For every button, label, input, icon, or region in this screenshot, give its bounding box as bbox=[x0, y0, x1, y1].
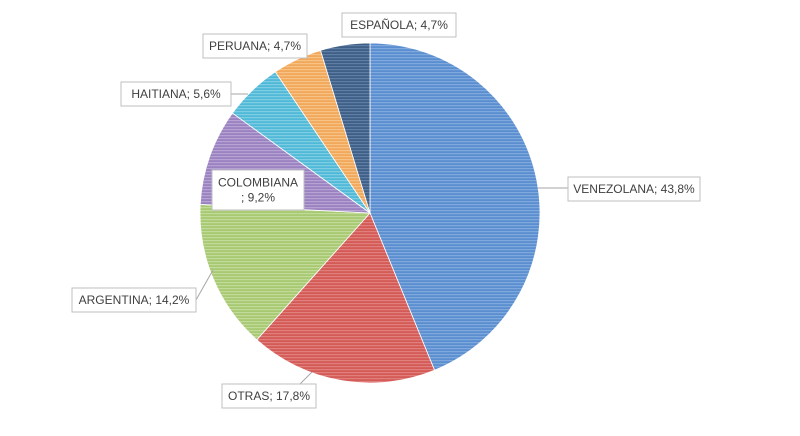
data-label-box-argentina bbox=[71, 287, 197, 313]
pie-slice-otras bbox=[256, 212, 436, 384]
data-label-text-haitiana: HAITIANA; 5,6% bbox=[131, 87, 221, 101]
data-label-argentina: ARGENTINA; 14,2% bbox=[71, 287, 197, 313]
pie-slices bbox=[199, 42, 541, 384]
pie-slice-espanola bbox=[320, 42, 371, 214]
data-label-text-otras: OTRAS; 17,8% bbox=[228, 389, 310, 403]
data-label-box-peruana bbox=[202, 33, 308, 59]
leader-line-argentina bbox=[195, 269, 214, 301]
data-label-text-espanola: ESPAÑOLA; 4,7% bbox=[350, 18, 448, 32]
data-label-text-colombiana-1: COLOMBIANA bbox=[218, 176, 298, 190]
data-label-text-argentina: ARGENTINA; 14,2% bbox=[79, 293, 190, 307]
data-label-text-venezolana: VENEZOLANA; 43,8% bbox=[573, 182, 695, 196]
data-label-peruana: PERUANA; 4,7% bbox=[202, 33, 308, 59]
pie-slice-argentina bbox=[199, 204, 371, 341]
data-label-box-espanola bbox=[341, 12, 457, 38]
data-label-box-otras bbox=[221, 383, 317, 409]
data-label-colombiana: COLOMBIANA; 9,2% bbox=[211, 169, 305, 211]
leader-line-otras bbox=[299, 371, 313, 385]
data-label-otras: OTRAS; 17,8% bbox=[221, 383, 317, 409]
data-label-haitiana: HAITIANA; 5,6% bbox=[120, 81, 232, 107]
data-label-box-colombiana bbox=[211, 169, 305, 211]
data-label-espanola: ESPAÑOLA; 4,7% bbox=[341, 12, 457, 38]
data-label-box-venezolana bbox=[567, 176, 701, 202]
data-label-venezolana: VENEZOLANA; 43,8% bbox=[567, 176, 701, 202]
data-labels: VENEZOLANA; 43,8% OTRAS; 17,8% ARGENTINA; … bbox=[71, 12, 701, 409]
pie-slice-venezolana bbox=[369, 42, 541, 371]
data-label-text-colombiana-2: ; 9,2% bbox=[241, 191, 275, 205]
data-label-box-haitiana bbox=[120, 81, 232, 107]
data-label-text-peruana: PERUANA; 4,7% bbox=[209, 39, 301, 53]
